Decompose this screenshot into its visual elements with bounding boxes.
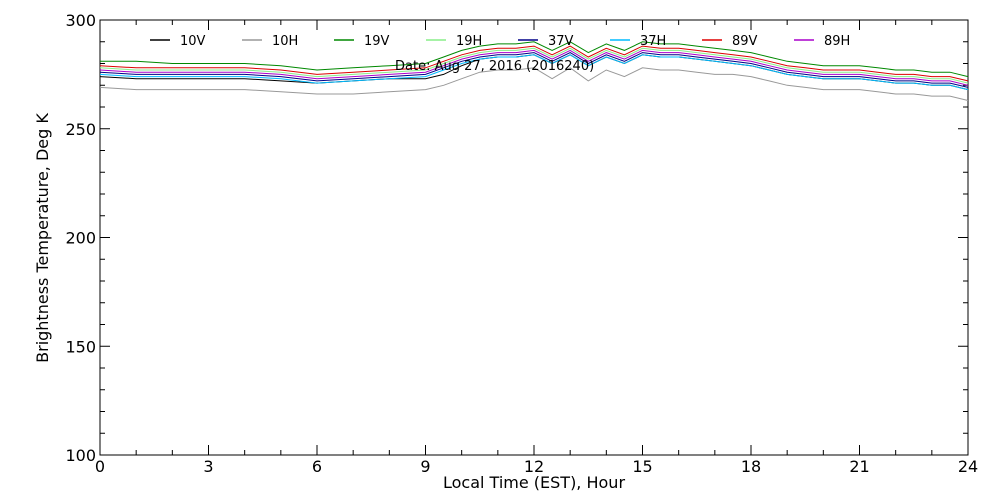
y-tick-label: 150 — [65, 337, 96, 356]
axis-ticks — [99, 19, 969, 456]
chart-annotation: Date: Aug 27, 2016 (2016240) — [395, 59, 594, 74]
series-lines — [99, 41, 969, 101]
x-tick-label: 9 — [420, 457, 430, 476]
series-line-37h — [99, 54, 969, 91]
plot-frame — [99, 19, 969, 456]
legend-label-37h: 37H — [640, 34, 666, 49]
y-axis-title: Brightness Temperature, Deg K — [33, 113, 52, 363]
legend-label-89h: 89H — [824, 34, 850, 49]
legend-label-10h: 10H — [272, 34, 298, 49]
x-tick-label: 12 — [524, 457, 544, 476]
x-tick-label: 0 — [95, 457, 105, 476]
y-tick-label: 200 — [65, 229, 96, 248]
x-tick-label: 15 — [632, 457, 652, 476]
x-axis-title: Local Time (EST), Hour — [443, 473, 625, 492]
series-line-10h — [99, 67, 969, 101]
legend-label-19h: 19H — [456, 34, 482, 49]
y-tick-label: 100 — [65, 446, 96, 465]
series-line-37v — [99, 52, 969, 88]
legend-label-89v: 89V — [732, 34, 758, 49]
x-tick-label: 24 — [958, 457, 978, 476]
legend-label-10v: 10V — [180, 34, 206, 49]
y-tick-label: 300 — [65, 11, 96, 30]
series-line-89h — [99, 49, 969, 86]
series-line-19h — [99, 47, 969, 84]
y-tick-label: 250 — [65, 120, 96, 139]
legend-label-19v: 19V — [364, 34, 390, 49]
x-tick-label: 3 — [203, 457, 213, 476]
series-line-19v — [100, 41, 969, 78]
x-tick-label: 6 — [312, 457, 322, 476]
series-line-89v — [99, 45, 969, 82]
legend: 10V 10H 19V 19H 37V 37H 89V 89H — [150, 34, 850, 49]
legend-label-37v: 37V — [548, 34, 574, 49]
x-tick-label: 18 — [741, 457, 761, 476]
axis-tick-labels: 0 3 6 9 12 15 18 21 24 100 150 200 250 300 — [65, 11, 978, 476]
x-tick-label: 21 — [849, 457, 869, 476]
